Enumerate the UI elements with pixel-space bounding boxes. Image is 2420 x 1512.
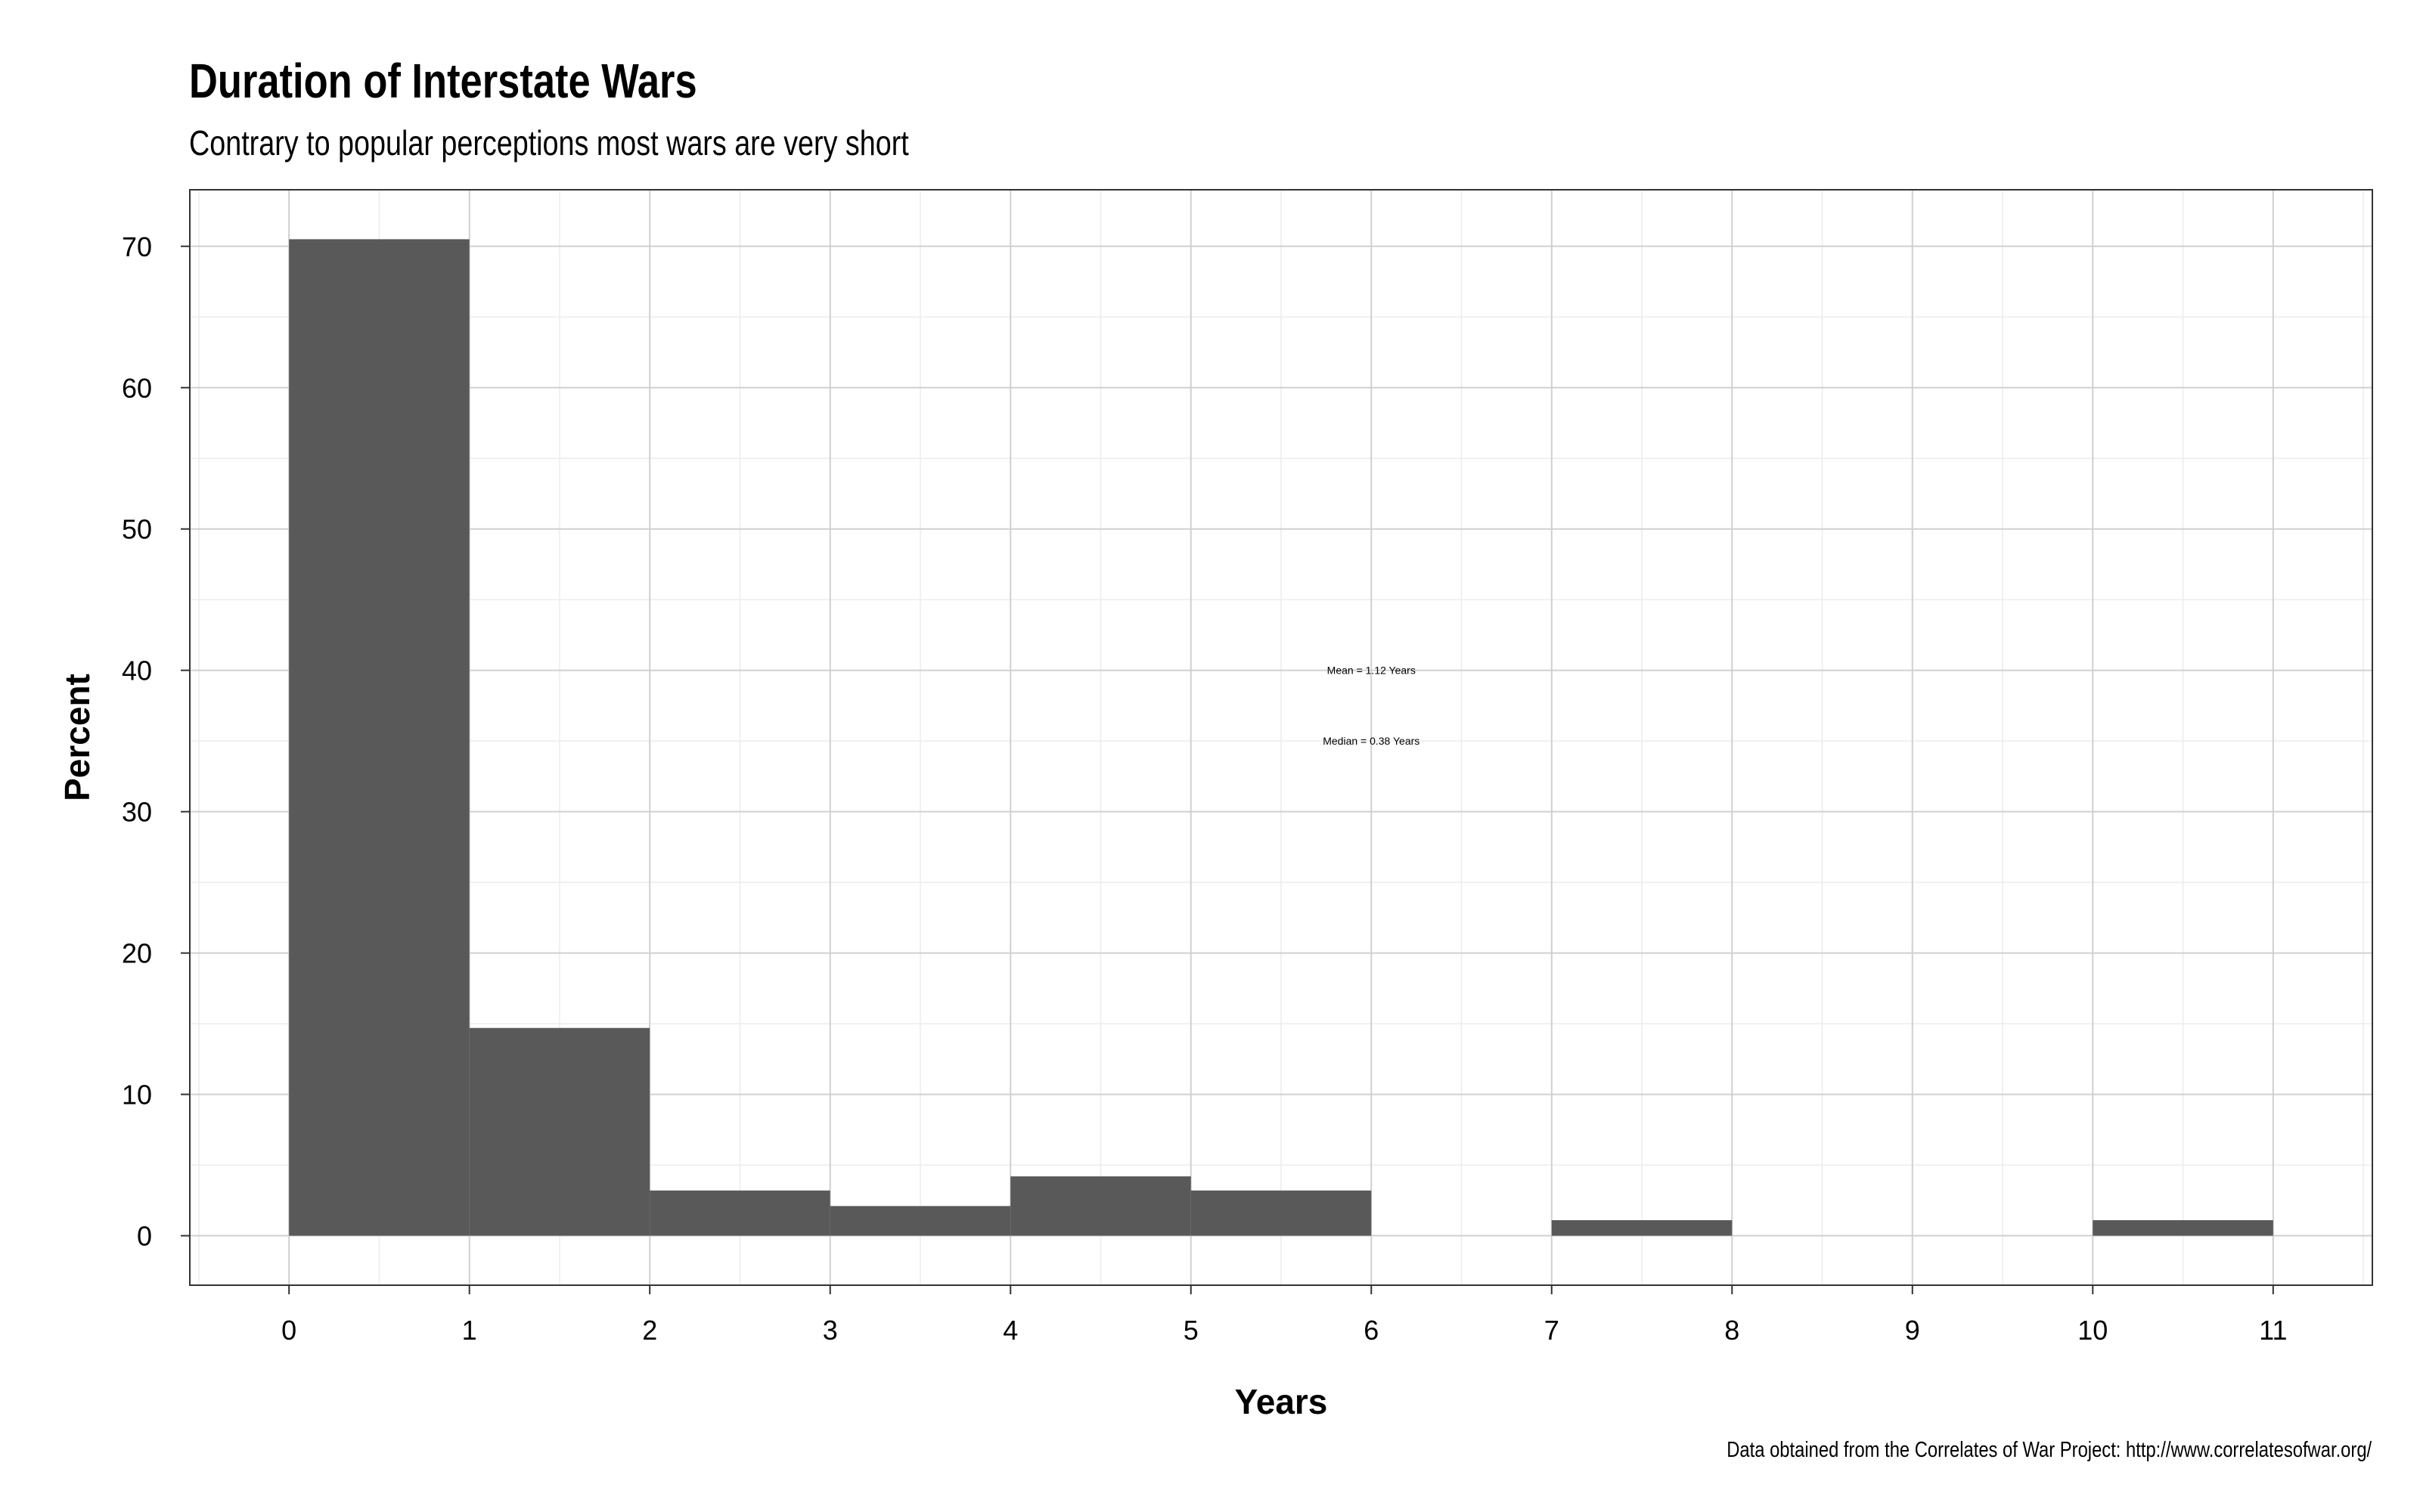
y-tick-label: 50 — [122, 514, 152, 545]
x-tick-label: 6 — [1364, 1315, 1379, 1346]
x-tick-label: 3 — [823, 1315, 838, 1346]
x-tick-label: 2 — [642, 1315, 657, 1346]
y-tick-label: 40 — [122, 655, 152, 686]
histogram-bar — [830, 1206, 1011, 1236]
y-tick-label: 20 — [122, 938, 152, 969]
chart-subtitle: Contrary to popular perceptions most war… — [189, 123, 909, 163]
histogram-bar — [650, 1190, 830, 1236]
stat-annotation: Median = 0.38 Years — [1323, 735, 1419, 747]
histogram-bar — [469, 1027, 650, 1236]
histogram-bar — [1551, 1219, 1733, 1236]
x-tick-label: 5 — [1184, 1315, 1199, 1346]
y-tick-label: 0 — [137, 1221, 152, 1252]
x-tick-label: 10 — [2077, 1315, 2108, 1346]
y-tick-label: 10 — [122, 1080, 152, 1111]
y-axis-title: Percent — [57, 674, 97, 801]
x-tick-label: 11 — [2259, 1315, 2287, 1346]
x-axis-ticks: 0 1 2 3 4 5 6 7 8 9 10 11 — [281, 1285, 2288, 1346]
x-tick-label: 4 — [1003, 1315, 1018, 1346]
x-tick-label: 1 — [462, 1315, 477, 1346]
x-tick-label: 0 — [281, 1315, 296, 1346]
histogram-bar — [2093, 1219, 2273, 1236]
histogram-bar — [1010, 1176, 1191, 1236]
x-tick-label: 7 — [1544, 1315, 1559, 1346]
x-tick-label: 9 — [1905, 1315, 1920, 1346]
y-tick-label: 70 — [122, 231, 152, 262]
histogram-bar — [1190, 1190, 1372, 1236]
y-tick-label: 30 — [122, 797, 152, 828]
y-axis-ticks: 0 10 20 30 40 50 60 70 — [122, 231, 190, 1252]
histogram-bars — [289, 239, 2273, 1236]
plot-panel-border — [189, 189, 2373, 1286]
stat-annotation: Mean = 1.12 Years — [1327, 665, 1416, 677]
annotations: Mean = 1.12 Years Median = 0.38 Years — [1323, 665, 1419, 747]
x-tick-label: 8 — [1724, 1315, 1739, 1346]
minor-gridlines — [190, 190, 2372, 1285]
data-source-caption: Data obtained from the Correlates of War… — [1727, 1438, 2372, 1462]
chart-title: Duration of Interstate Wars — [189, 54, 697, 108]
histogram-bar — [289, 239, 470, 1236]
y-tick-label: 60 — [122, 373, 152, 404]
x-axis-title: Years — [1235, 1382, 1328, 1421]
